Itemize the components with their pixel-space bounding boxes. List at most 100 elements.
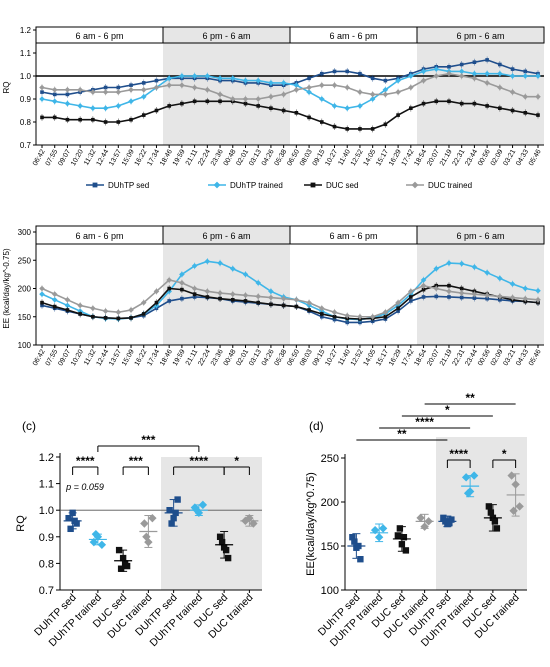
data-point	[409, 299, 413, 303]
data-point	[39, 285, 45, 292]
data-point	[293, 87, 300, 93]
data-point	[191, 73, 198, 79]
data-point	[77, 103, 83, 109]
data-point	[459, 295, 464, 300]
data-point	[103, 85, 108, 90]
data-point	[344, 84, 351, 91]
data-point	[509, 294, 516, 301]
data-point	[497, 84, 503, 91]
data-point	[90, 305, 96, 312]
data-point	[471, 291, 478, 297]
data-point	[471, 75, 478, 82]
data-point	[522, 73, 529, 79]
data-point	[332, 314, 337, 319]
data-point	[141, 113, 146, 117]
data-point	[116, 120, 121, 124]
data-point	[523, 69, 528, 74]
sig-label: *	[445, 403, 450, 417]
data-point	[421, 295, 426, 299]
sig-label: **	[397, 427, 407, 441]
data-point	[433, 73, 440, 79]
period-label: 6 am - 6 pm	[75, 31, 123, 41]
y-tick-label: 1.1	[20, 49, 32, 58]
data-point	[242, 271, 249, 278]
data-point	[39, 291, 45, 297]
sig-label: ***	[129, 454, 143, 468]
data-point	[447, 99, 451, 104]
data-point	[255, 77, 262, 84]
data-point	[497, 275, 503, 282]
data-point	[369, 96, 376, 102]
data-point	[434, 99, 439, 104]
data-point	[369, 91, 376, 98]
data-point	[485, 104, 489, 108]
data-point	[510, 108, 515, 113]
data-point	[91, 117, 95, 122]
data-point	[351, 538, 358, 545]
panel-d: (d)100150200250EE(kcal/day/kg^0.75)DUhTP…	[305, 391, 527, 649]
data-point	[141, 312, 146, 316]
data-point	[396, 525, 404, 532]
data-point	[458, 260, 465, 267]
data-point	[268, 294, 274, 301]
data-point	[396, 113, 400, 117]
data-point	[491, 518, 499, 525]
data-point	[154, 108, 159, 113]
data-point	[331, 103, 338, 109]
y-tick-label: 1.0	[39, 505, 54, 517]
series-line	[41, 284, 539, 320]
data-point	[382, 91, 389, 98]
data-point	[128, 87, 134, 93]
data-point	[255, 280, 262, 286]
data-point	[535, 287, 541, 294]
data-point	[458, 68, 465, 75]
data-point	[65, 117, 70, 122]
panel-b: 6 am - 6 pm 6 pm - 6 am 6 am - 6 pm 6 pm - …	[2, 225, 545, 367]
data-point	[370, 525, 380, 535]
data-point	[358, 127, 362, 131]
data-point	[102, 89, 109, 95]
data-point	[191, 263, 198, 269]
data-point	[217, 91, 223, 98]
data-point	[522, 93, 529, 100]
data-point	[383, 78, 388, 83]
panel-letter: (d)	[309, 419, 324, 433]
data-point	[523, 111, 528, 115]
y-axis-label: EE(kcal/day/kg^0.75)	[305, 472, 317, 576]
data-point	[77, 87, 83, 93]
sig-label: ****	[190, 454, 209, 468]
data-point	[116, 85, 121, 90]
y-tick-label: 1.2	[20, 26, 32, 35]
legend-marker	[213, 181, 221, 189]
data-point	[153, 84, 160, 91]
night-shading	[163, 226, 290, 345]
y-tick-label: 100	[18, 341, 32, 350]
sig-label: ****	[415, 415, 434, 429]
y-tick-label: 300	[18, 228, 32, 237]
data-point	[115, 89, 122, 95]
data-point	[140, 299, 147, 306]
data-point	[128, 98, 134, 105]
y-tick-label: 100	[321, 585, 339, 597]
data-point	[370, 127, 375, 131]
y-tick-label: 1.2	[39, 452, 54, 464]
legend-marker	[310, 182, 316, 188]
data-point	[39, 84, 45, 91]
data-point	[280, 80, 287, 86]
data-point	[65, 92, 70, 97]
data-point	[222, 546, 230, 554]
data-point	[280, 91, 287, 98]
y-tick-label: 0.7	[20, 141, 32, 150]
data-point	[51, 98, 58, 105]
data-point	[509, 73, 516, 79]
data-point	[434, 294, 439, 299]
data-point	[446, 519, 453, 527]
data-point	[396, 306, 400, 311]
data-point	[65, 308, 70, 312]
data-point	[358, 71, 362, 76]
data-point	[332, 69, 337, 74]
data-point	[39, 96, 45, 102]
data-point	[103, 120, 108, 124]
data-point	[242, 96, 249, 102]
data-point	[408, 288, 414, 295]
